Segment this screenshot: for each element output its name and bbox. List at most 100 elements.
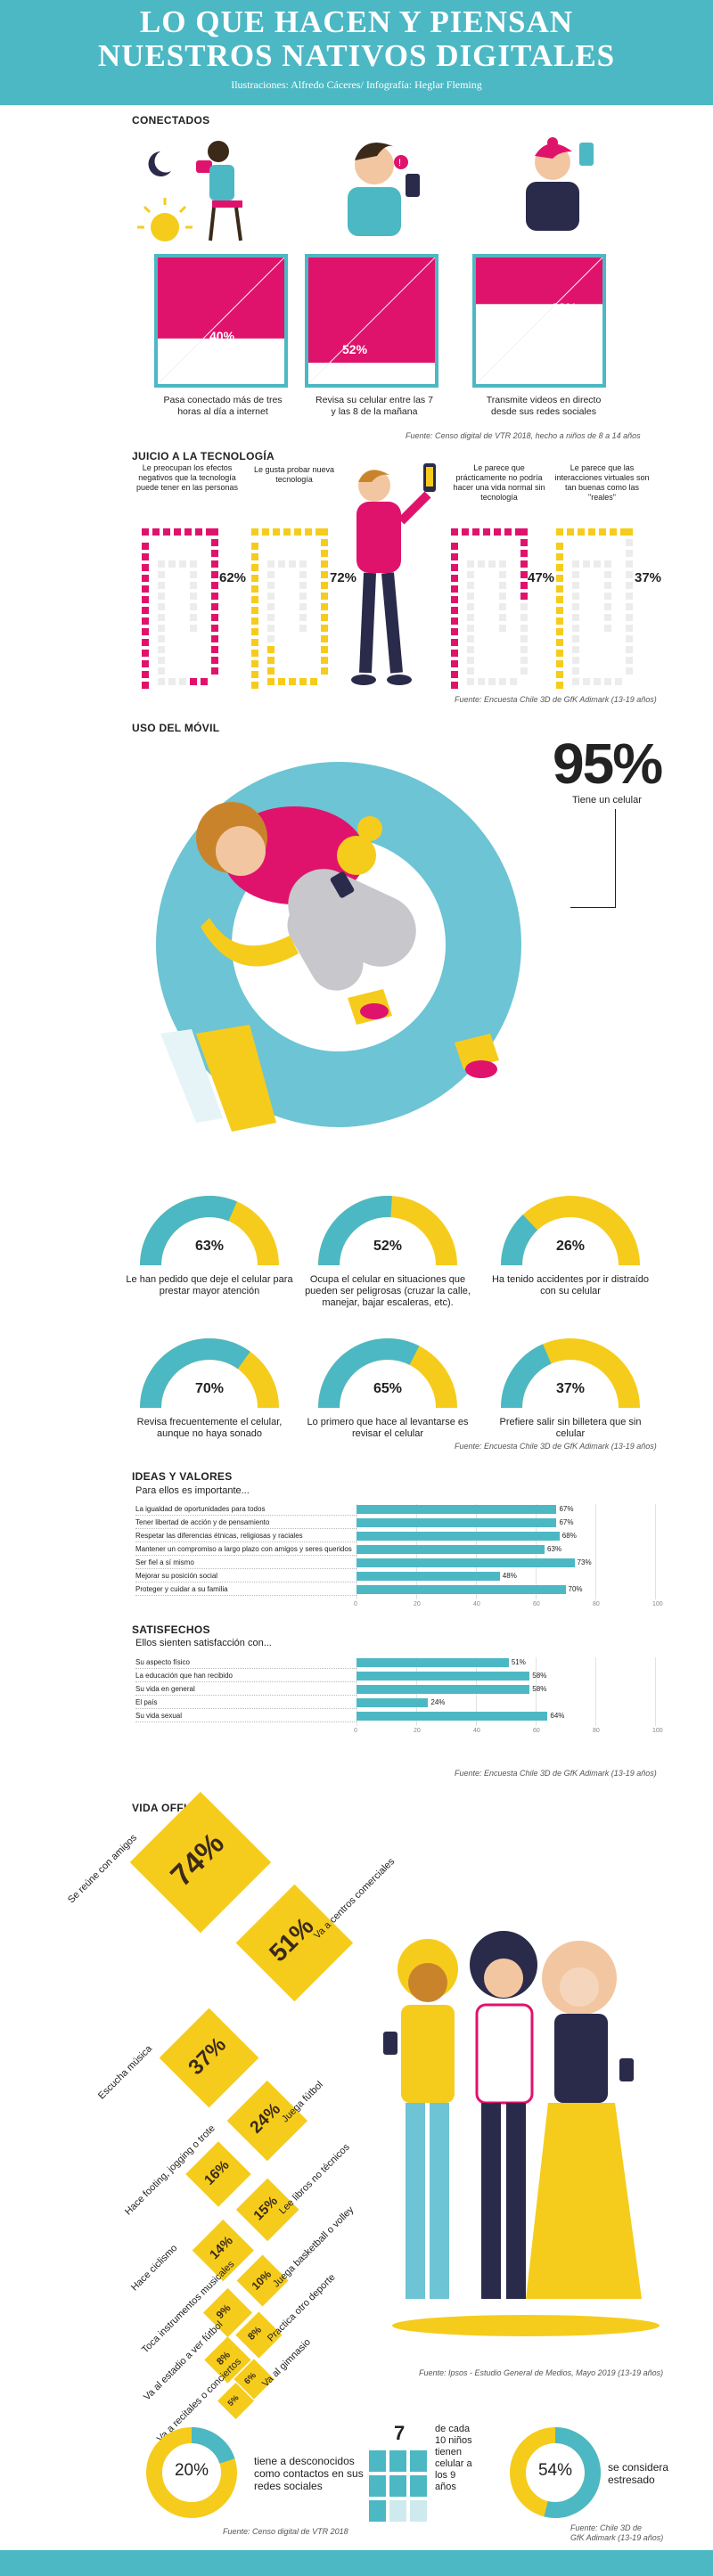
offline-label: Escucha música	[96, 2043, 155, 2102]
maze-cell	[472, 528, 479, 536]
maze-cell	[142, 650, 149, 657]
maze-cell	[499, 571, 506, 578]
conectados-caption-3: Transmite videos en directo desde sus re…	[486, 395, 602, 417]
maze-cell	[572, 678, 579, 685]
bar	[356, 1572, 500, 1581]
gauge-caption-2: Ocupa el celular en situaciones que pued…	[305, 1274, 471, 1308]
phone-cell	[410, 2450, 427, 2472]
gauge-1: 63%	[138, 1194, 281, 1270]
maze-cell	[179, 560, 186, 568]
maze-cell	[321, 635, 328, 642]
bar-value: 24%	[430, 1698, 446, 1706]
maze-cell	[267, 667, 275, 675]
bar-value: 67%	[559, 1505, 574, 1513]
maze-cell	[158, 678, 165, 685]
bar-row: Ser fiel a sí mismo 73%	[0, 1558, 713, 1569]
section-title-ideas: IDEAS Y VALORES	[132, 1470, 233, 1483]
title-line-2: NUESTROS NATIVOS DIGITALES	[97, 38, 616, 73]
maze-cell	[251, 575, 258, 582]
maze-cell	[321, 560, 328, 568]
maze-cell	[467, 614, 474, 621]
maze-cell	[451, 553, 458, 560]
maze-cell	[520, 560, 528, 568]
header-banner: LO QUE HACEN Y PIENSAN NUESTROS NATIVOS …	[0, 0, 713, 105]
offline-label: Hace ciclismo	[128, 2243, 180, 2294]
juicio-value-1: 62%	[219, 570, 247, 585]
maze-cell	[267, 625, 275, 632]
maze-cell	[158, 614, 165, 621]
maze-cell	[267, 593, 275, 600]
gridline	[655, 1504, 656, 1599]
maze-cell	[158, 635, 165, 642]
bar	[356, 1685, 530, 1694]
bar	[356, 1672, 530, 1681]
maze-cell	[520, 539, 528, 546]
maze-cell	[190, 614, 197, 621]
bar-value: 51%	[511, 1658, 526, 1666]
bar-value: 67%	[559, 1518, 574, 1526]
source-bottom-right-1: Fuente: Chile 3D de	[570, 2523, 643, 2532]
maze-cell	[556, 575, 563, 582]
maze-cell	[520, 571, 528, 578]
maze-cell	[451, 639, 458, 646]
conectados-caption-1: Pasa conectado más de tres horas al día …	[163, 395, 283, 417]
bar	[356, 1505, 557, 1514]
maze-cell	[615, 678, 622, 685]
bar-label: El país	[135, 1698, 158, 1706]
maze-cell	[626, 539, 633, 546]
section-title-juicio: JUICIO A LA TECNOLOGÍA	[132, 450, 275, 462]
axis-tick: 0	[354, 1601, 357, 1607]
conectados-fill-1	[158, 258, 284, 339]
maze-cell	[520, 635, 528, 642]
bar-row: El país 24%	[0, 1697, 713, 1709]
maze-cell	[488, 560, 496, 568]
headline-leader-line-h	[570, 907, 616, 908]
maze-cell	[520, 625, 528, 632]
maze-cell	[520, 657, 528, 664]
maze-cell	[626, 593, 633, 600]
maze-cell	[583, 678, 590, 685]
maze-cell	[572, 625, 579, 632]
ideas-subtitle: Para ellos es importante...	[135, 1485, 250, 1496]
maze-cell	[572, 657, 579, 664]
maze-cell	[467, 657, 474, 664]
maze-cell	[451, 564, 458, 571]
maze-cell	[321, 539, 328, 546]
maze-cell	[211, 528, 218, 536]
maze-cell	[184, 528, 192, 536]
bar-label: Proteger y cuidar a su familia	[135, 1585, 228, 1593]
maze-cell	[211, 571, 218, 578]
gauge-caption-5: Lo primero que hace al levantarse es rev…	[307, 1417, 469, 1439]
maze-cell	[321, 550, 328, 557]
maze-cell	[163, 528, 170, 536]
bar-leader	[135, 1695, 356, 1696]
conectados-value-3: 23%	[552, 300, 578, 315]
ideas-chart: La igualdad de oportunidades para todos 6…	[0, 1504, 713, 1611]
maze-cell	[451, 575, 458, 582]
source-offline: Fuente: Ipsos - Estudio General de Medio…	[419, 2368, 664, 2377]
maze-cell	[211, 667, 218, 675]
maze-cell	[572, 560, 579, 568]
juicio-value-2: 72%	[330, 570, 357, 585]
maze-cell	[467, 603, 474, 610]
gauge-4: 70%	[138, 1337, 281, 1412]
bar-row: La igualdad de oportunidades para todos 6…	[0, 1504, 713, 1516]
maze-cell	[190, 678, 197, 685]
phone-cell	[369, 2475, 386, 2497]
maze-cell	[604, 582, 611, 589]
maze-cell	[520, 582, 528, 589]
maze-cell	[467, 593, 474, 600]
bar	[356, 1585, 566, 1594]
maze-cell	[556, 553, 563, 560]
maze-cell	[556, 671, 563, 678]
maze-cell	[572, 582, 579, 589]
bar-value: 64%	[550, 1712, 565, 1720]
maze-cell	[488, 678, 496, 685]
gauge-value-2: 52%	[373, 1239, 403, 1254]
satisfechos-chart: Su aspecto físico 51% La educación que han…	[0, 1657, 713, 1764]
axis-tick: 20	[414, 1601, 421, 1607]
section-title-uso-movil: USO DEL MÓVIL	[132, 722, 220, 734]
axis-tick: 80	[593, 1728, 600, 1734]
maze-cell	[267, 635, 275, 642]
maze-cell	[556, 528, 563, 536]
